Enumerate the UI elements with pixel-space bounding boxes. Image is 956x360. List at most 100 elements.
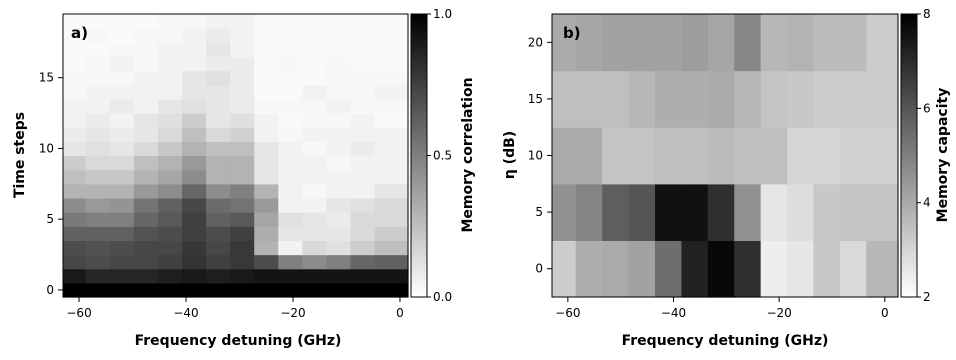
heatmap-a-cell-r12-c0 (63, 113, 87, 128)
heatmap-a-cell-r10-c4 (157, 141, 183, 157)
heatmap-a-cell-r3-c5 (182, 240, 207, 256)
heatmap-a-cell-r1-c10 (302, 268, 328, 284)
heatmap-a-cell-r5-c11 (326, 212, 352, 227)
heatmap-a-cell-r10-c2 (109, 141, 135, 157)
heatmap-a-cell-r14-c10 (302, 84, 328, 100)
heatmap-a-cell-r11-c3 (133, 127, 159, 142)
heatmap-a-cell-r18-c4 (157, 28, 183, 43)
heatmap-a-cell-r18-c2 (109, 28, 135, 43)
colorbar-tick-label: 1.0 (433, 7, 452, 21)
heatmap-a-cell-r9-c6 (206, 155, 231, 171)
heatmap-a-frame (62, 13, 409, 298)
x-tick-label: −40 (661, 306, 686, 320)
heatmap-a-cell-r4-c4 (157, 226, 183, 241)
heatmap-a-cell-r10-c11 (326, 141, 352, 157)
heatmap-a-cell-r13-c4 (157, 98, 183, 114)
heatmap-a-cell-r12-c8 (254, 113, 279, 128)
heatmap-b-cell-r1-c8 (760, 183, 788, 241)
heatmap-a-cell-r5-c8 (254, 212, 279, 227)
heatmap-a-cell-r19-c12 (350, 14, 376, 29)
heatmap-a-cell-r8-c3 (133, 169, 159, 185)
heatmap-b-cell-r1-c3 (628, 183, 656, 241)
y-tick-label: 5 (46, 212, 54, 226)
heatmap-a-cell-r5-c3 (133, 212, 159, 227)
heatmap-a-cell-r17-c2 (109, 42, 135, 58)
heatmap-a-cell-r3-c11 (326, 240, 352, 256)
heatmap-b-x-axis-label: Frequency detuning (GHz) (622, 333, 829, 349)
heatmap-a-cell-r15-c9 (278, 70, 303, 86)
heatmap-a-cell-r8-c1 (85, 169, 111, 185)
y-tick-label: 5 (535, 205, 543, 219)
heatmap-a-cell-r16-c1 (85, 56, 111, 72)
heatmap-a-cell-r6-c7 (230, 197, 255, 213)
heatmap-a-cell-r7-c8 (254, 183, 279, 199)
heatmap-a-cell-r9-c0 (63, 155, 87, 171)
heatmap-a-cell-r7-c3 (133, 183, 159, 199)
heatmap-a-cell-r0-c10 (302, 282, 328, 298)
heatmap-a-y-ticks: 0 5 10 15 (39, 71, 63, 297)
panel-a-label: a) (71, 24, 88, 42)
heatmap-a-cell-r13-c11 (326, 98, 352, 114)
heatmap-a-cell-r0-c12 (350, 282, 376, 298)
heatmap-a-cell-r17-c1 (85, 42, 111, 58)
heatmap-b-cell-r0-c1 (575, 240, 603, 298)
y-tick-label: 10 (39, 141, 54, 155)
heatmap-a-cell-r17-c10 (302, 42, 328, 58)
heatmap-a-cell-r3-c2 (109, 240, 135, 256)
heatmap-a-cell-r11-c7 (230, 127, 255, 142)
heatmap-a-cell-r7-c1 (85, 183, 111, 199)
heatmap-a-cell-r2-c6 (206, 254, 231, 270)
heatmap-a-cell-r7-c9 (278, 183, 303, 199)
heatmap-b-cell-r4-c8 (760, 14, 788, 72)
heatmap-a-cell-r12-c4 (157, 113, 183, 128)
heatmap-a-cell-r2-c9 (278, 254, 303, 270)
heatmap-a-cell-r12-c9 (278, 113, 303, 128)
heatmap-a-cell-r2-c0 (63, 254, 87, 270)
heatmap-a-cell-r10-c5 (182, 141, 207, 157)
colorbar-tick-label: 2 (923, 290, 931, 304)
heatmap-a-cell-r13-c8 (254, 98, 279, 114)
heatmap-a-cell-r16-c11 (326, 56, 352, 72)
heatmap-a-cell-r15-c5 (182, 70, 207, 86)
heatmap-a-cell-r7-c4 (157, 183, 183, 199)
heatmap-a-y-axis-label: Time steps (12, 112, 28, 198)
heatmap-a-cell-r18-c3 (133, 28, 159, 43)
heatmap-a-cell-r15-c6 (206, 70, 231, 86)
heatmap-a-cell-r0-c9 (278, 282, 303, 298)
heatmap-a-cell-r5-c10 (302, 212, 328, 227)
heatmap-a-cell-r5-c0 (63, 212, 87, 227)
colorbar-a-ticks: 0.0 0.5 1.0 (427, 7, 452, 304)
heatmap-a-cell-r12-c1 (85, 113, 111, 128)
heatmap-a-cell-r0-c13 (374, 282, 409, 298)
heatmap-a-cell-r6-c4 (157, 197, 183, 213)
heatmap-a-cell-r0-c6 (206, 282, 231, 298)
heatmap-a-cell-r16-c0 (63, 56, 87, 72)
heatmap-a-cell-r6-c10 (302, 197, 328, 213)
heatmap-b-cell-r1-c11 (839, 183, 867, 241)
heatmap-b-cell-r4-c1 (575, 14, 603, 72)
heatmap-a-cell-r17-c8 (254, 42, 279, 58)
heatmap-a-cell-r10-c3 (133, 141, 159, 157)
heatmap-a-cell-r1-c7 (230, 268, 255, 284)
heatmap-a-cell-r12-c5 (182, 113, 207, 128)
heatmap-a-cell-r13-c3 (133, 98, 159, 114)
heatmap-a-cell-r7-c0 (63, 183, 87, 199)
heatmap-a-cell-r3-c8 (254, 240, 279, 256)
heatmap-b-cell-r2-c9 (787, 127, 815, 185)
heatmap-a-cell-r3-c1 (85, 240, 111, 256)
heatmap-a-cell-r14-c9 (278, 84, 303, 100)
heatmap-a-cell-r10-c7 (230, 141, 255, 157)
heatmap-a-cell-r4-c3 (133, 226, 159, 241)
heatmap-a-cell-r14-c12 (350, 84, 376, 100)
heatmap-b-cell-r2-c4 (655, 127, 683, 185)
heatmap-b-cell-r1-c7 (734, 183, 762, 241)
heatmap-a-cell-r10-c6 (206, 141, 231, 157)
panel-a-memory-correlation-heatmap: −60 −40 −20 0 0 5 10 15 a) Frequency detuning … (12, 7, 476, 349)
heatmap-a-cell-r1-c3 (133, 268, 159, 284)
heatmap-b-cell-r3-c4 (655, 70, 683, 128)
heatmap-a-cell-r5-c5 (182, 212, 207, 227)
heatmap-a-cell-r15-c10 (302, 70, 328, 86)
heatmap-a-cell-r19-c9 (278, 14, 303, 29)
heatmap-b-cell-r4-c3 (628, 14, 656, 72)
colorbar-a (410, 13, 428, 298)
